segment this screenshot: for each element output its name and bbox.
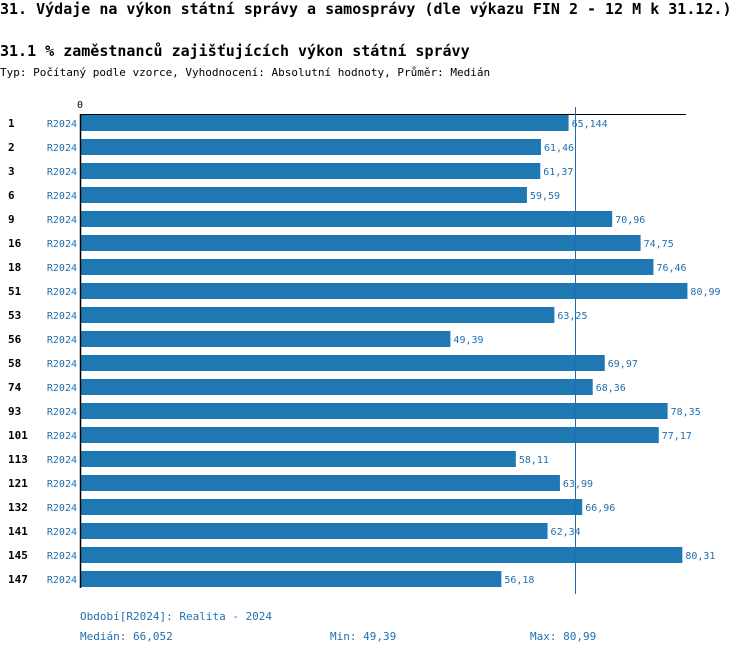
bar-value-label: 58,11 [519,455,549,466]
series-label: R2024 [47,335,77,346]
footer-median: Medián: 66,052 [80,630,173,643]
bar [80,379,593,395]
category-label: 56 [8,333,22,346]
bar [80,187,527,203]
category-label: 2 [8,141,15,154]
series-label: R2024 [47,167,77,178]
bar-value-label: 59,59 [530,191,560,202]
footer-max: Max: 80,99 [530,630,597,643]
series-label: R2024 [47,359,77,370]
series-label: R2024 [47,311,77,322]
category-label: 1 [8,117,15,130]
bar [80,235,641,251]
category-label: 145 [8,549,28,562]
category-label: 6 [8,189,15,202]
series-label: R2024 [47,263,77,274]
bar-value-label: 56,18 [504,575,534,586]
footer-min: Min: 49,39 [330,630,397,643]
series-label: R2024 [47,383,77,394]
series-label: R2024 [47,119,77,130]
bar-value-label: 70,96 [615,215,645,226]
category-label: 3 [8,165,15,178]
bar-value-label: 76,46 [656,263,686,274]
category-label: 18 [8,261,21,274]
bar [80,547,683,563]
category-label: 93 [8,405,21,418]
series-label: R2024 [47,143,77,154]
category-label: 141 [8,525,28,538]
category-label: 16 [8,237,22,250]
bar-value-label: 80,99 [690,287,720,298]
series-label: R2024 [47,191,77,202]
series-label: R2024 [47,551,77,562]
bar [80,475,560,491]
category-label: 132 [8,501,28,514]
series-label: R2024 [47,239,77,250]
bar [80,259,654,275]
bar [80,163,541,179]
bar [80,499,583,515]
series-label: R2024 [47,215,77,226]
bar-value-label: 63,25 [557,311,587,322]
bar [80,403,668,419]
category-label: 58 [8,357,21,370]
bar [80,115,569,131]
bar [80,139,541,155]
bar-value-label: 80,31 [685,551,715,562]
bar-value-label: 68,36 [596,383,626,394]
series-label: R2024 [47,479,77,490]
bar [80,331,451,347]
bar-value-label: 61,37 [543,167,573,178]
series-label: R2024 [47,431,77,442]
series-label: R2024 [47,455,77,466]
bar [80,355,605,371]
bar-value-label: 65,144 [572,119,608,130]
bar-value-label: 62,34 [551,527,581,538]
bar [80,451,516,467]
series-label: R2024 [47,503,77,514]
page-title: 31. Výdaje na výkon státní správy a samo… [0,0,732,18]
category-label: 53 [8,309,21,322]
bar [80,571,502,587]
series-label: R2024 [47,575,77,586]
category-label: 113 [8,453,28,466]
bar [80,307,555,323]
category-label: 101 [8,429,28,442]
series-label: R2024 [47,287,77,298]
bar-value-label: 78,35 [671,407,701,418]
bar-value-label: 77,17 [662,431,692,442]
bar-value-label: 61,46 [544,143,574,154]
footer-period: Období[R2024]: Realita - 2024 [80,610,273,623]
category-label: 147 [8,573,28,586]
bar [80,211,613,227]
bar-value-label: 69,97 [608,359,638,370]
bar [80,523,548,539]
bar-value-label: 49,39 [453,335,483,346]
bar [80,283,688,299]
bar [80,427,659,443]
category-label: 9 [8,213,15,226]
bar-value-label: 74,75 [644,239,674,250]
chart-meta-info: Typ: Počítaný podle vzorce, Vyhodnocení:… [0,66,491,79]
chart-subtitle: 31.1 % zaměstnanců zajišťujících výkon s… [0,42,470,60]
bar-value-label: 63,99 [563,479,593,490]
series-label: R2024 [47,407,77,418]
x-axis-zero-label: 0 [77,100,83,111]
category-label: 51 [8,285,22,298]
series-label: R2024 [47,527,77,538]
category-label: 121 [8,477,28,490]
bar-value-label: 66,96 [585,503,615,514]
category-label: 74 [8,381,22,394]
